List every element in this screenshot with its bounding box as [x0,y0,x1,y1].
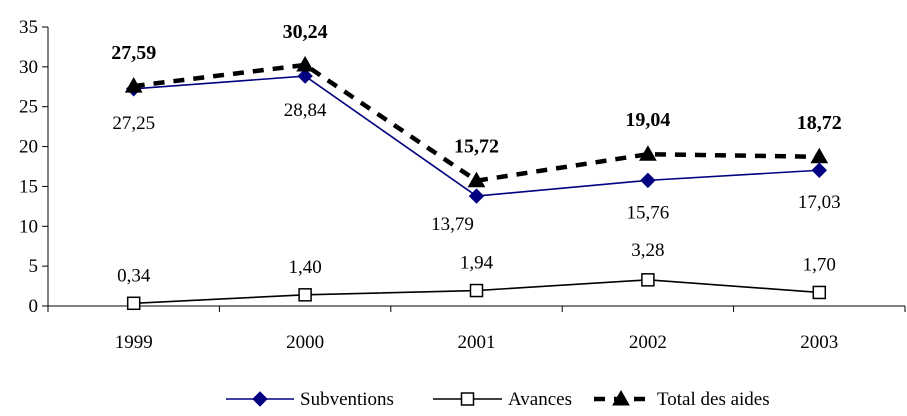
chart-axes: 0 5 10 15 20 25 30 35 1999 2000 2001 2002 2003 [19,17,906,353]
y-tick-label: 25 [19,97,38,118]
point-subventions-2001 [468,188,485,204]
data-label-avances-2002: 3,28 [631,240,664,261]
chart-series [124,55,829,311]
y-tick-label: 35 [19,17,38,38]
y-tick-label: 20 [19,137,38,158]
data-label-avances-2003: 1,70 [803,254,836,275]
legend-item-avances: Avances [433,389,572,410]
data-label-subventions-2002: 15,76 [627,202,670,223]
point-total-des-aides-2001 [467,171,486,188]
y-tick-label: 10 [19,216,38,237]
data-label-avances-2001: 1,94 [460,253,494,274]
legend-swatch-marker [612,389,630,406]
legend-item-total-des-aides: Total des aides [594,389,770,410]
series-total-des-aides [124,55,829,188]
chart-data-labels: 27,25 28,84 13,79 15,76 17,03 0,34 1,40 1,94 3,2… [111,21,842,286]
y-tick-label: 0 [29,296,39,317]
data-label-total-des-aides-2003: 18,72 [797,112,842,134]
chart-legend: Subventions Avances Total des aides [226,389,770,410]
point-avances-1999 [126,296,141,311]
data-label-total-des-aides-2000: 30,24 [283,21,328,43]
legend-label-subventions: Subventions [300,389,394,410]
x-tick-label-2002: 2002 [629,332,667,353]
point-total-des-aides-1999 [124,77,143,93]
point-total-des-aides-2002 [639,145,657,161]
legend-swatch-marker [252,391,268,407]
y-tick-label: 30 [19,57,38,78]
point-subventions-2003 [811,162,828,178]
legend-label-total-des-aides: Total des aides [657,389,770,410]
series-avances [126,273,827,311]
point-total-des-aides-2003 [810,147,829,164]
data-label-subventions-2003: 17,03 [798,192,841,213]
series-line-total-des-aides [133,62,820,184]
point-avances-2002 [641,273,655,287]
data-label-subventions-2000: 28,84 [284,100,327,121]
legend-label-avances: Avances [508,389,572,410]
x-tick-label-2001: 2001 [458,332,496,353]
y-tick-label: 15 [19,176,38,197]
point-total-des-aides-2000 [296,55,314,72]
x-tick-label-2003: 2003 [800,332,838,353]
x-tick-label-2000: 2000 [286,332,324,353]
point-subventions-2002 [640,172,656,189]
x-tick-label-1999: 1999 [115,332,153,353]
point-avances-2000 [298,288,312,302]
data-label-subventions-1999: 27,25 [112,113,155,134]
data-label-total-des-aides-2002: 19,04 [625,109,670,131]
data-label-subventions-2001: 13,79 [431,214,474,235]
legend-item-subventions: Subventions [226,389,394,410]
point-avances-2001 [469,283,484,298]
data-label-avances-1999: 0,34 [117,265,151,286]
data-label-total-des-aides-2001: 15,72 [454,136,499,158]
point-avances-2003 [812,285,827,300]
data-label-total-des-aides-1999: 27,59 [111,42,156,64]
point-subventions-2000 [297,68,313,84]
y-tick-label: 5 [29,256,39,277]
data-label-avances-2000: 1,40 [288,257,321,278]
legend-swatch-marker [460,392,475,406]
